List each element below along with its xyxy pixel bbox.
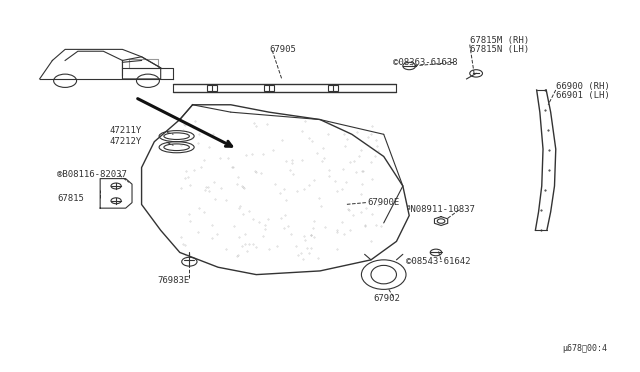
Text: ©08363-61638: ©08363-61638 (394, 58, 458, 67)
Text: ®B08116-82037: ®B08116-82037 (58, 170, 127, 179)
Text: ªN08911-10837: ªN08911-10837 (406, 205, 476, 215)
Text: 67902: 67902 (373, 294, 400, 303)
Text: 47211Y: 47211Y (109, 126, 142, 135)
Text: 47212Y: 47212Y (109, 137, 142, 146)
Text: 67815M (RH): 67815M (RH) (470, 36, 529, 45)
Text: 76983E: 76983E (157, 276, 189, 285)
Text: 67905: 67905 (269, 45, 296, 54)
Text: 67815: 67815 (58, 195, 84, 203)
Text: 67900E: 67900E (368, 198, 400, 207)
Text: 66901 (LH): 66901 (LH) (556, 91, 609, 100)
Bar (328, 85, 338, 91)
Bar (264, 85, 274, 91)
Text: 66900 (RH): 66900 (RH) (556, 82, 609, 91)
Text: 67815N (LH): 67815N (LH) (470, 45, 529, 54)
Text: ©08543-61642: ©08543-61642 (406, 257, 470, 266)
Text: µ678⁂00:4: µ678⁂00:4 (562, 344, 607, 353)
Bar (207, 85, 217, 91)
